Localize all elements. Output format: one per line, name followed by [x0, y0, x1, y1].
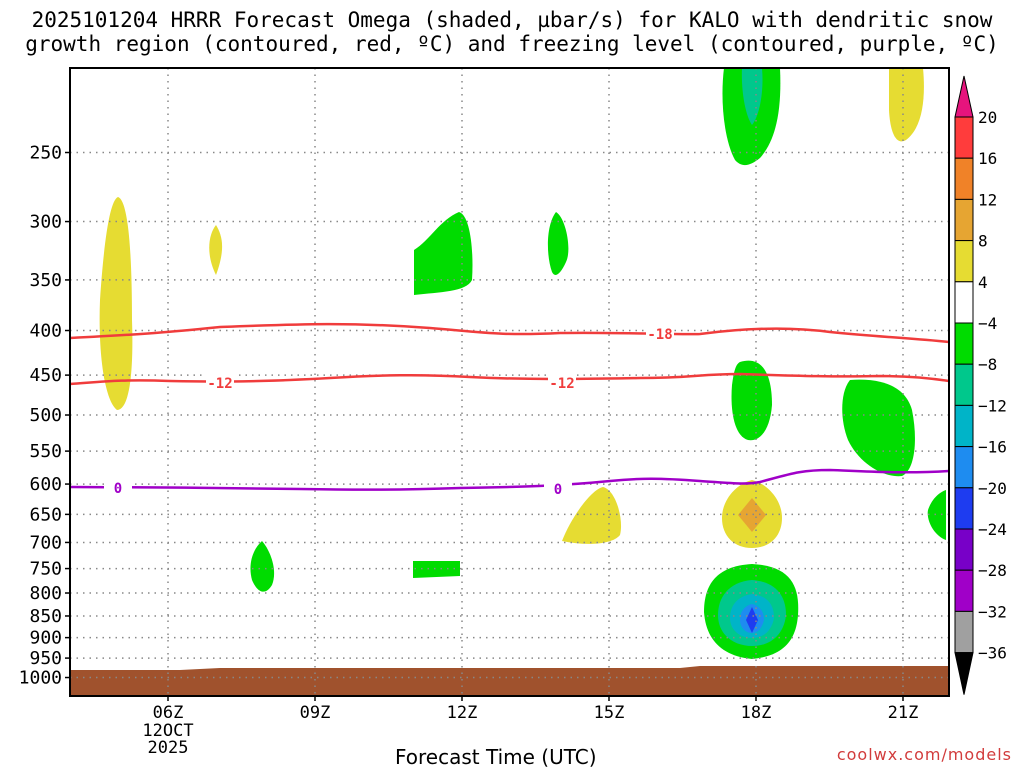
colorbar-level-label: −20 — [978, 479, 1007, 498]
snow-growth-contour — [69, 322, 950, 344]
colorbar-level-label: −16 — [978, 438, 1007, 457]
footer-brand[interactable]: coolwx.com/models — [836, 745, 1012, 764]
contour-label: -12 — [549, 376, 574, 392]
colorbar-level-label: −8 — [978, 355, 997, 374]
omega-negative-region — [413, 561, 460, 578]
x-date-label: 12OCT — [142, 721, 193, 741]
omega-negative-region — [250, 541, 275, 592]
omega-negative-region — [414, 212, 473, 295]
colorbar-swatch — [954, 528, 974, 571]
x-tick-label: 15Z — [594, 703, 625, 723]
contour-label: -18 — [647, 327, 672, 343]
x-tick-label: 21Z — [888, 703, 919, 723]
colorbar: 20 16 12 8 4 −4 −8 −12 −16 −20 −24 −28 −32 −36 — [954, 75, 1007, 695]
colorbar-swatch — [954, 198, 974, 242]
colorbar-level-label: 20 — [978, 108, 997, 127]
y-tick-label: 450 — [29, 365, 62, 386]
y-tick-label: 850 — [29, 606, 62, 627]
freezing-level-contour — [69, 468, 950, 491]
colorbar-level-label: −24 — [978, 520, 1007, 539]
omega-positive-region — [209, 225, 223, 275]
snow-growth-contour — [69, 372, 950, 386]
colorbar-top-arrow — [954, 75, 974, 118]
omega-positive-region — [562, 487, 622, 544]
omega-positive-core — [738, 498, 766, 532]
omega-positive-region — [889, 68, 924, 142]
y-tick-label: 550 — [29, 441, 62, 462]
colorbar-swatch — [954, 157, 974, 200]
contour-label-bg — [646, 324, 674, 341]
contour-label: -12 — [207, 376, 232, 392]
y-tick-label: 500 — [29, 405, 62, 426]
gridlines — [70, 68, 949, 696]
x-date-label: 2025 — [148, 738, 189, 758]
y-axis: 2503003504004505005506006507007508008509… — [19, 143, 70, 689]
colorbar-level-label: −4 — [978, 314, 997, 333]
colorbar-swatch — [954, 322, 974, 365]
colorbar-swatch — [954, 116, 974, 159]
colorbar-swatch — [954, 404, 974, 448]
y-tick-label: 600 — [29, 474, 62, 495]
omega-negative-region — [547, 212, 569, 275]
omega-shading — [99, 68, 946, 659]
colorbar-swatch — [954, 240, 974, 283]
colorbar-level-label: −32 — [978, 602, 1007, 621]
y-tick-label: 300 — [29, 212, 62, 233]
contour-label: 0 — [554, 482, 562, 498]
y-tick-label: 350 — [29, 270, 62, 291]
y-tick-label: 400 — [29, 321, 62, 342]
title-line-1: 2025101204 HRRR Forecast Omega (shaded, … — [31, 8, 993, 32]
y-tick-label: 250 — [29, 143, 62, 164]
colorbar-level-label: −36 — [978, 644, 1007, 663]
chart-title: 2025101204 HRRR Forecast Omega (shaded, … — [0, 8, 1024, 56]
x-axis-title: Forecast Time (UTC) — [395, 745, 597, 769]
y-tick-label: 650 — [29, 504, 62, 525]
colorbar-swatch — [954, 569, 974, 612]
y-tick-label: 900 — [29, 628, 62, 649]
x-tick-label: 18Z — [741, 703, 772, 723]
omega-negative-region — [927, 490, 946, 540]
omega-negative-region — [842, 379, 915, 477]
x-tick-label: 09Z — [300, 703, 331, 723]
contour-label-bg — [206, 373, 234, 390]
colorbar-level-label: 8 — [978, 232, 988, 251]
contour-label-bg — [544, 479, 572, 496]
x-tick-label: 12Z — [447, 703, 478, 723]
y-tick-label: 700 — [29, 532, 62, 553]
colorbar-level-label: −28 — [978, 561, 1007, 580]
title-line-2: growth region (contoured, red, ºC) and f… — [25, 32, 999, 56]
y-tick-label: 1000 — [19, 668, 62, 689]
colorbar-level-label: 16 — [978, 149, 997, 168]
x-tick-label: 06Z — [153, 703, 184, 723]
colorbar-swatch — [954, 487, 974, 530]
colorbar-level-label: 4 — [978, 273, 988, 292]
colorbar-bottom-arrow — [954, 652, 974, 695]
colorbar-swatch — [954, 446, 974, 489]
colorbar-swatch — [954, 281, 974, 324]
omega-positive-region — [99, 197, 133, 410]
contour-label-bg — [104, 478, 132, 495]
colorbar-level-label: −12 — [978, 396, 1007, 415]
contour-label-bg — [548, 373, 576, 390]
omega-negative-region — [731, 360, 772, 441]
y-tick-label: 750 — [29, 559, 62, 580]
contour-label: 0 — [114, 481, 122, 497]
colorbar-swatch — [954, 610, 974, 654]
omega-negative-inner — [741, 68, 763, 125]
colorbar-swatch — [954, 363, 974, 406]
colorbar-level-label: 12 — [978, 190, 997, 209]
ground-surface — [70, 666, 949, 696]
y-tick-label: 950 — [29, 648, 62, 669]
omega-negative-core — [746, 607, 758, 633]
y-tick-label: 800 — [29, 583, 62, 604]
plot-frame — [69, 67, 950, 697]
